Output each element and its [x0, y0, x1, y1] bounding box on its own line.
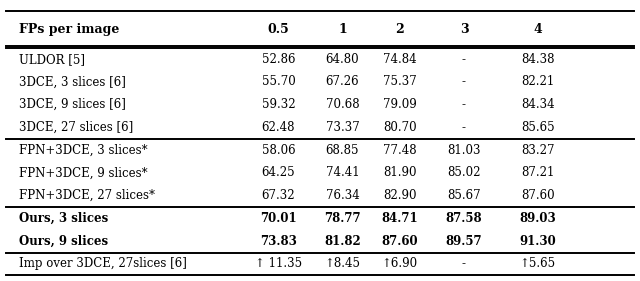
Text: 87.21: 87.21	[521, 166, 554, 180]
Text: 3DCE, 3 slices [6]: 3DCE, 3 slices [6]	[19, 75, 126, 89]
Text: 3DCE, 9 slices [6]: 3DCE, 9 slices [6]	[19, 98, 126, 111]
Text: 55.70: 55.70	[262, 75, 295, 89]
Text: -: -	[462, 75, 466, 89]
Text: 77.48: 77.48	[383, 144, 417, 157]
Text: 0.5: 0.5	[268, 23, 289, 36]
Text: FPN+3DCE, 27 slices*: FPN+3DCE, 27 slices*	[19, 189, 155, 202]
Text: Ours, 9 slices: Ours, 9 slices	[19, 235, 108, 248]
Text: 87.60: 87.60	[521, 189, 554, 202]
Text: 74.84: 74.84	[383, 53, 417, 66]
Text: 67.26: 67.26	[326, 75, 359, 89]
Text: 70.01: 70.01	[260, 212, 297, 225]
Text: 84.38: 84.38	[521, 53, 554, 66]
Text: 2: 2	[396, 23, 404, 36]
Text: 76.34: 76.34	[326, 189, 359, 202]
Text: 68.85: 68.85	[326, 144, 359, 157]
Text: -: -	[462, 53, 466, 66]
Text: Imp over 3DCE, 27slices [6]: Imp over 3DCE, 27slices [6]	[19, 257, 187, 271]
Text: 1: 1	[338, 23, 347, 36]
Text: 73.37: 73.37	[326, 121, 359, 134]
Text: 81.03: 81.03	[447, 144, 481, 157]
Text: 3: 3	[460, 23, 468, 36]
Text: 85.65: 85.65	[521, 121, 554, 134]
Text: ↑6.90: ↑6.90	[382, 257, 418, 271]
Text: 81.90: 81.90	[383, 166, 417, 180]
Text: 79.09: 79.09	[383, 98, 417, 111]
Text: -: -	[462, 98, 466, 111]
Text: 82.21: 82.21	[521, 75, 554, 89]
Text: 78.77: 78.77	[324, 212, 361, 225]
Text: FPN+3DCE, 3 slices*: FPN+3DCE, 3 slices*	[19, 144, 148, 157]
Text: 70.68: 70.68	[326, 98, 359, 111]
Text: -: -	[462, 121, 466, 134]
Text: 85.02: 85.02	[447, 166, 481, 180]
Text: 67.32: 67.32	[262, 189, 295, 202]
Text: 89.03: 89.03	[519, 212, 556, 225]
Text: 4: 4	[533, 23, 542, 36]
Text: FPs per image: FPs per image	[19, 23, 120, 36]
Text: 89.57: 89.57	[445, 235, 483, 248]
Text: 91.30: 91.30	[519, 235, 556, 248]
Text: 3DCE, 27 slices [6]: 3DCE, 27 slices [6]	[19, 121, 134, 134]
Text: ↑8.45: ↑8.45	[324, 257, 360, 271]
Text: ↑5.65: ↑5.65	[520, 257, 556, 271]
Text: 59.32: 59.32	[262, 98, 295, 111]
Text: -: -	[462, 257, 466, 271]
Text: 85.67: 85.67	[447, 189, 481, 202]
Text: 81.82: 81.82	[324, 235, 361, 248]
Text: 80.70: 80.70	[383, 121, 417, 134]
Text: 64.80: 64.80	[326, 53, 359, 66]
Text: 52.86: 52.86	[262, 53, 295, 66]
Text: 75.37: 75.37	[383, 75, 417, 89]
Text: 64.25: 64.25	[262, 166, 295, 180]
Text: 82.90: 82.90	[383, 189, 417, 202]
Text: 83.27: 83.27	[521, 144, 554, 157]
Text: 62.48: 62.48	[262, 121, 295, 134]
Text: 73.83: 73.83	[260, 235, 297, 248]
Text: ↑ 11.35: ↑ 11.35	[255, 257, 302, 271]
Text: 58.06: 58.06	[262, 144, 295, 157]
Text: Ours, 3 slices: Ours, 3 slices	[19, 212, 108, 225]
Text: 74.41: 74.41	[326, 166, 359, 180]
Text: FPN+3DCE, 9 slices*: FPN+3DCE, 9 slices*	[19, 166, 148, 180]
Text: 84.71: 84.71	[381, 212, 419, 225]
Text: ULDOR [5]: ULDOR [5]	[19, 53, 85, 66]
Text: 87.58: 87.58	[445, 212, 483, 225]
Text: 87.60: 87.60	[381, 235, 419, 248]
Text: 84.34: 84.34	[521, 98, 554, 111]
